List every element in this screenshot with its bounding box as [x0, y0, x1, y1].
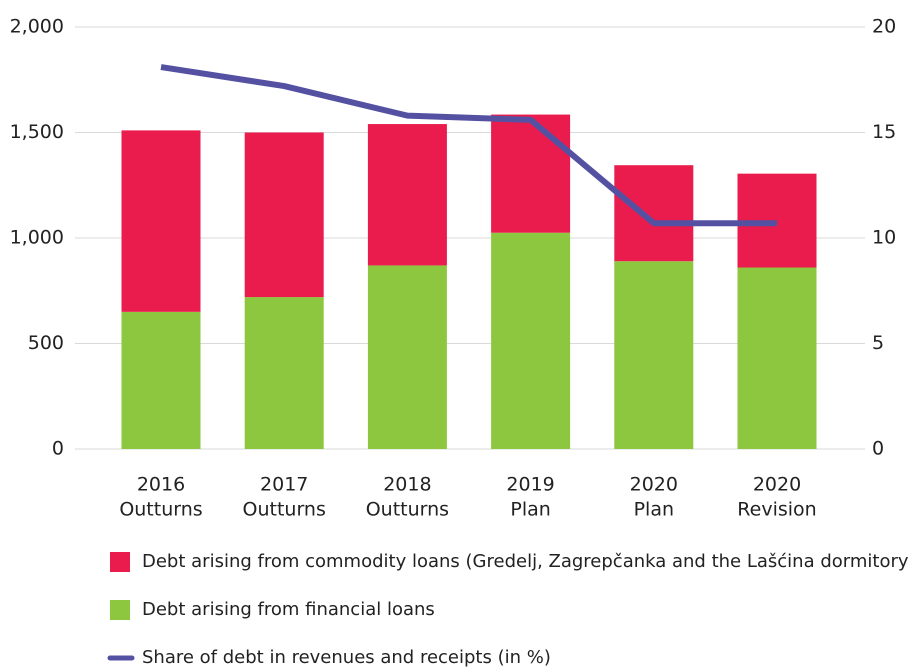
- legend-label: Share of debt in revenues and receipts (…: [142, 647, 551, 667]
- x-tick-label: 2016: [137, 474, 185, 496]
- line-series: [160, 64, 777, 227]
- x-tick-label: 2018: [383, 474, 431, 496]
- y2-tick-label: 5: [872, 332, 884, 354]
- bar-segment: [121, 130, 201, 312]
- legend-label: Debt arising from financial loans: [142, 599, 435, 620]
- y-tick-label: 1,000: [10, 227, 64, 249]
- y-tick-label: 1,500: [10, 121, 64, 143]
- y-tick-label: 2,000: [10, 16, 64, 38]
- bar-segment: [367, 124, 447, 266]
- y2-tick-label: 0: [872, 438, 884, 460]
- legend-label: Debt arising from commodity loans (Grede…: [142, 551, 910, 572]
- y2-tick-label: 15: [872, 121, 896, 143]
- x-tick-label: Outturns: [243, 499, 326, 521]
- bar-segment: [121, 311, 201, 449]
- x-tick-label: 2017: [260, 474, 308, 496]
- x-tick-label: Revision: [737, 499, 816, 521]
- bar-segment: [244, 297, 324, 449]
- y2-tick-label: 20: [872, 16, 896, 38]
- bar-segment: [491, 232, 571, 449]
- x-tick-label: 2020: [753, 474, 801, 496]
- x-tick-label: Outturns: [366, 499, 449, 521]
- y-tick-label: 0: [52, 438, 64, 460]
- y-tick-label: 500: [28, 332, 64, 354]
- x-tick-label: 2020: [630, 474, 678, 496]
- legend-swatch: [110, 552, 130, 572]
- x-tick-label: 2019: [506, 474, 554, 496]
- y2-tick-label: 10: [872, 227, 896, 249]
- bar-segment: [737, 267, 817, 449]
- bar-segment: [614, 165, 694, 262]
- bar-segment: [614, 261, 694, 449]
- x-tick-label: Outturns: [119, 499, 202, 521]
- bar-segment: [244, 132, 324, 298]
- x-tick-label: Plan: [634, 499, 674, 521]
- bar-segment: [367, 265, 447, 449]
- x-tick-label: Plan: [510, 499, 550, 521]
- bar-segment: [491, 114, 571, 233]
- legend-swatch: [110, 600, 130, 620]
